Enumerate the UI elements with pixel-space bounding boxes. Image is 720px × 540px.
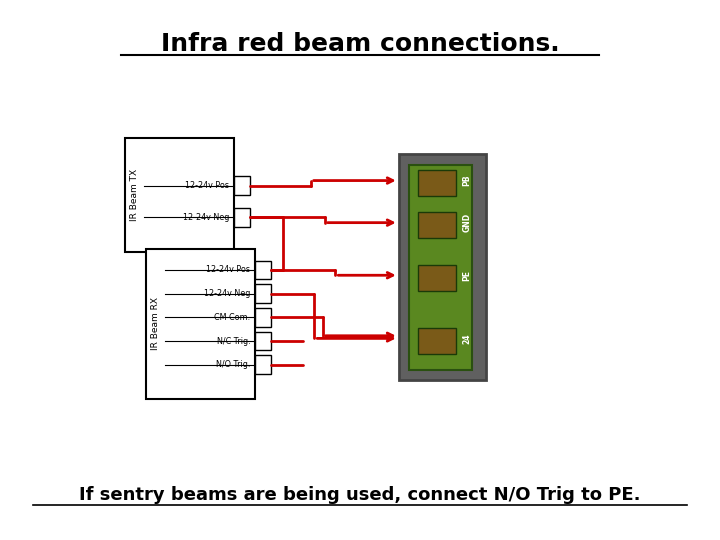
Text: CM Com.: CM Com. [215,313,251,322]
Bar [255,355,271,374]
Bar [255,284,271,303]
Bar [255,308,271,327]
Text: IR Beam RX: IR Beam RX [151,298,160,350]
Bar [255,260,271,280]
Bar [418,328,456,354]
Text: 12-24v Pos: 12-24v Pos [185,181,229,190]
Bar [409,165,472,370]
Bar [418,170,456,197]
Text: IR Beam TX: IR Beam TX [130,169,139,221]
Bar [418,265,456,291]
Text: 24: 24 [462,333,472,343]
Bar [399,154,487,381]
Bar [233,177,251,195]
Text: PB: PB [462,175,472,186]
Bar [255,332,271,350]
Text: If sentry beams are being used, connect N/O Trig to PE.: If sentry beams are being used, connect … [79,486,641,504]
Text: N/C Trig.: N/C Trig. [217,336,251,346]
Text: PE: PE [462,270,472,281]
Text: N/O Trig.: N/O Trig. [216,360,251,369]
Bar [233,208,251,227]
Text: GND: GND [462,213,472,232]
Bar [145,249,255,399]
Text: 12-24v Neg: 12-24v Neg [204,289,251,298]
Bar [125,138,233,252]
Text: Infra red beam connections.: Infra red beam connections. [161,32,559,56]
Text: 12-24v Neg: 12-24v Neg [183,213,229,222]
Bar [418,212,456,239]
Text: 12-24v Pos: 12-24v Pos [207,266,251,274]
